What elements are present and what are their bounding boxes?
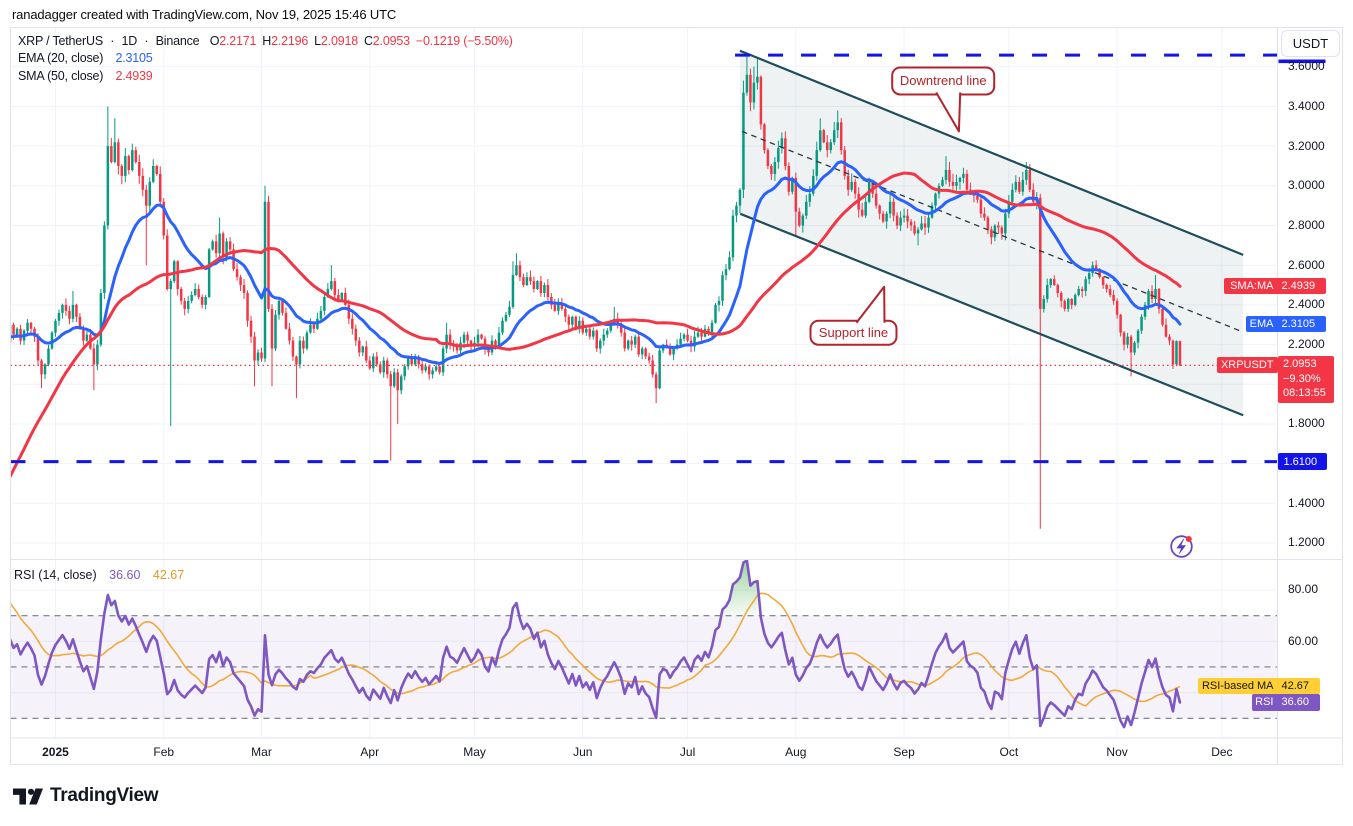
ema-label: EMA (20, close) [18,51,104,66]
rsi-badge-value: 36.60 [1277,693,1320,711]
price-axis-label: 1.2000 [1288,535,1325,550]
rsi-axis-label: 80.00 [1288,582,1319,597]
rsi-badge-tag: RSI [1251,693,1278,711]
flash-action-icon[interactable] [1170,535,1193,558]
candles [10,54,1182,529]
rsi-legend-row[interactable]: RSI (14, close) 36.60 42.67 [14,568,184,582]
time-axis-label: Aug [785,745,807,759]
time-axis-label: Nov [1106,745,1128,759]
close-label: C [363,34,373,48]
ema-price-badge: EMA 2.3105 [1245,316,1326,333]
price-axis-label: 1.8000 [1288,416,1325,431]
sma-price-badge: SMA:MA 2.4939 [1224,278,1326,295]
price-axis-label: 1.4000 [1288,495,1325,510]
rsi-label: RSI (14, close) [14,568,97,582]
downtrend-line [739,49,1244,256]
price-axis-label: 2.4000 [1288,297,1325,312]
sma-label: SMA (50, close) [18,68,104,83]
rsi-pane-series [10,559,1182,729]
tradingview-logo-icon [13,788,43,804]
price-axis-label: 3.4000 [1288,98,1325,113]
symbol-title: XRP / TetherUS [18,34,103,48]
ema-legend-row[interactable]: EMA (20, close) 2.3105 [18,50,513,67]
open-value: 2.2171 [219,34,257,48]
high-label: H [262,34,272,48]
last-price-badge: 2.0953 −9.30% 08:13:55 [1278,356,1334,403]
time-axis-label: 2025 [42,745,69,759]
downtrend-callout-tail [935,91,962,133]
gridlines [10,27,1278,738]
main-pane-series [10,49,1244,529]
support-line-callout[interactable]: Support line [818,325,889,341]
legend-separator-1: · [110,34,115,48]
interval-label: 1D [121,34,138,48]
ohlc-values: O2.2171 H2.2196 L2.0918 C2.0953 −0.1219 (−5.… [210,34,513,48]
symbol-badge-tag: XRPUSDT [1216,357,1278,374]
price-axis-label: 3.2000 [1288,138,1325,153]
support-callout-tail [855,285,886,324]
bar-countdown: 08:13:55 [1283,387,1326,400]
sma-badge-value: 2.4939 [1277,278,1326,295]
price-axis-label: 2.8000 [1288,218,1325,233]
rsi-line [10,559,1182,729]
time-axis-label: Jul [679,745,696,759]
time-axis-label: Feb [153,745,175,759]
tradingview-logo[interactable]: TradingView [13,785,159,807]
ema-value: 2.3105 [115,51,153,66]
downtrend-line-callout[interactable]: Downtrend line [899,73,987,89]
price-axis-label: 3.6000 [1288,59,1325,74]
time-axis-label: May [463,745,486,759]
open-label: O [209,34,220,48]
last-price-change: −9.30% [1283,372,1321,385]
time-axis-label: Mar [251,745,272,759]
symbol-legend-row[interactable]: XRP / TetherUS · 1D · Binance O2.2171 H2.… [18,33,513,50]
sma-line [10,171,1182,479]
close-value: 2.0953 [372,34,410,48]
time-axis-label: Oct [999,745,1019,759]
price-axis-label: 2.2000 [1288,337,1325,352]
rsi-value-badge: RSI 36.60 [1251,693,1320,711]
level-badge-value: 1.6100 [1277,453,1327,471]
rsi-ma-badge-value: 42.67 [1277,678,1320,695]
time-axis-label: Jun [573,745,593,759]
rsi-ma-badge-tag: RSI-based MA [1197,678,1278,695]
support-line [739,212,1244,417]
high-value: 2.2196 [271,34,309,48]
legend-separator-2: · [144,34,149,48]
rsi-overbought-fill [722,560,758,616]
tradingview-brand-text: TradingView [50,785,159,806]
lightning-bolt-icon [1176,538,1186,556]
time-axis-label: Apr [360,745,380,759]
support-callout-box [809,319,898,346]
last-price-value: 2.0953 [1283,358,1317,371]
sma-value: 2.4939 [115,68,153,83]
ema-badge-value: 2.3105 [1277,316,1326,333]
time-axis-label: Sep [893,745,915,759]
ema-badge-tag: EMA [1245,316,1278,333]
currency-unit-button[interactable]: USDT [1281,30,1340,57]
rsi-axis-label: 60.00 [1288,633,1319,648]
exchange-label: Binance [155,34,200,48]
price-axis-label: 3.0000 [1288,178,1325,193]
low-value: 2.0918 [320,34,358,48]
main-legend: XRP / TetherUS · 1D · Binance O2.2171 H2.… [18,33,513,85]
change-value: −0.1219 (−5.50%) [415,34,513,48]
price-axis-label: 2.6000 [1288,257,1325,272]
last-price-badge-tag: XRPUSDT [1216,357,1278,374]
rsi-current-value: 36.60 [109,568,141,582]
level-axis-label-edge [1278,59,1326,64]
level-price-badge: 1.6100 [1277,453,1327,471]
rsi-ma-current-value: 42.67 [152,568,185,582]
rsi-ma-badge: RSI-based MA 42.67 [1197,678,1320,695]
widget-border [10,27,1343,765]
sma-legend-row[interactable]: SMA (50, close) 2.4939 [18,68,513,85]
time-axis-label: Dec [1211,745,1233,759]
attribution-text: ranadagger created with TradingView.com,… [12,7,397,22]
sma-badge-tag: SMA:MA [1224,278,1278,295]
notification-dot [1185,536,1192,542]
low-label: L [314,34,321,48]
